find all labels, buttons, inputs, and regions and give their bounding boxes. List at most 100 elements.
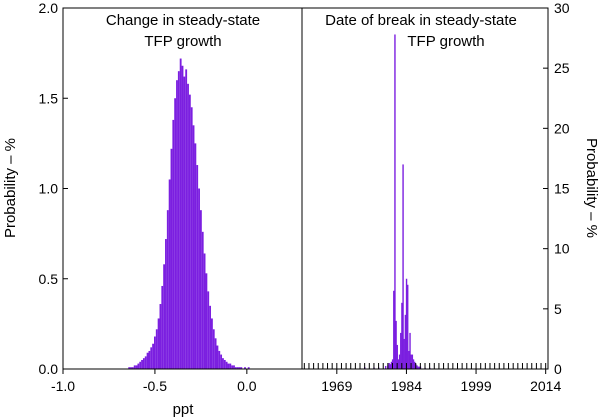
p0-bar-46 — [211, 318, 213, 369]
p1-bar-6 — [389, 364, 392, 369]
p1-bar-25 — [411, 354, 414, 369]
p0-bar-49 — [216, 345, 219, 369]
left-y-tick-label-2: 1.0 — [39, 181, 59, 197]
p0-bar-32 — [185, 69, 188, 370]
p0-bar-39 — [198, 188, 200, 369]
p0-bar-22 — [166, 210, 169, 369]
p0-bar-5 — [135, 365, 138, 369]
right-y-tick-label-2: 10 — [554, 241, 570, 257]
p0-bar-16 — [155, 329, 158, 369]
p0-bar-12 — [148, 350, 151, 369]
right-y-tick-label-4: 20 — [554, 120, 570, 136]
left-x-tick-label-1: -0.5 — [143, 378, 167, 394]
p0-bar-40 — [199, 210, 202, 369]
p0-bar-28 — [177, 71, 180, 370]
p1-bar-10 — [394, 34, 396, 369]
right-y-tick-label-6: 30 — [554, 0, 570, 16]
p0-bar-25 — [172, 119, 175, 369]
p0-bar-13 — [150, 347, 153, 369]
right-x-tick-label-3: 2014 — [530, 378, 561, 394]
p0-bar-56 — [229, 363, 232, 369]
p1-bar-21 — [407, 284, 409, 369]
p0-bar-36 — [192, 125, 195, 369]
p0-bar-59 — [234, 367, 237, 369]
p1-bar-24 — [410, 354, 412, 369]
p1-bar-20 — [405, 278, 408, 369]
p0-bar-3 — [131, 367, 134, 369]
right-y-tick-label-5: 25 — [554, 60, 570, 76]
p0-bar-29 — [179, 58, 182, 369]
p0-bar-37 — [194, 143, 197, 370]
p0-bar-15 — [154, 336, 156, 369]
p1-bar-26 — [412, 359, 415, 369]
p0-bar-27 — [176, 80, 178, 369]
left-panel: 0.0 0.5 1.0 1.5 2.0 -1.0 -0.5 0.0 Change in ste… — [2, 0, 260, 418]
left-title-line-1: Change in steady-state — [106, 12, 260, 29]
p0-bar-57 — [231, 365, 234, 369]
p0-bar-60 — [236, 367, 239, 369]
p0-bar-19 — [161, 285, 164, 369]
p0-bar-47 — [212, 329, 215, 369]
right-title-line-2: TFP growth — [407, 33, 484, 50]
left-title-line-2: TFP growth — [144, 33, 221, 50]
left-y-tick-label-1: 0.5 — [39, 271, 59, 287]
p1-bar-7 — [390, 361, 393, 369]
p0-bar-1 — [128, 367, 131, 369]
p1-bar-22 — [408, 350, 410, 369]
p0-bar-8 — [141, 359, 143, 369]
p0-bar-10 — [144, 356, 147, 369]
p0-bar-66 — [247, 367, 250, 369]
p1-bar-3 — [384, 365, 387, 369]
p0-bar-11 — [146, 352, 149, 369]
left-histogram — [128, 58, 250, 370]
p1-bar-5 — [388, 362, 390, 369]
right-y-tick-label-1: 5 — [554, 301, 562, 317]
p0-bar-24 — [170, 148, 173, 369]
right-y-tick-label-3: 15 — [554, 181, 570, 197]
right-x-tick-label-1: 1984 — [391, 378, 422, 394]
p0-bar-53 — [223, 359, 226, 369]
p1-bar-29 — [416, 365, 418, 369]
left-y-tick-label-0: 0.0 — [39, 361, 59, 377]
right-title-line-1: Date of break in steady-state — [325, 12, 517, 29]
plot-frame — [62, 7, 549, 370]
p1-bar-11 — [395, 320, 397, 369]
p0-bar-62 — [240, 367, 243, 369]
p1-bar-19 — [404, 314, 407, 369]
p0-bar-52 — [222, 358, 224, 369]
p0-bar-42 — [203, 253, 206, 369]
left-x-tick-label-0: -1.0 — [51, 378, 75, 394]
p0-bar-64 — [244, 367, 246, 369]
p1-bar-23 — [409, 332, 411, 369]
p0-bar-48 — [214, 338, 217, 369]
p1-bar-31 — [418, 366, 421, 369]
right-y-axis-label: Probability – % — [583, 138, 600, 238]
p1-bar-14 — [398, 354, 401, 369]
p1-bar-16 — [401, 302, 403, 369]
p0-bar-2 — [130, 367, 132, 369]
p1-bar-17 — [402, 164, 404, 369]
p0-bar-55 — [227, 363, 230, 369]
p0-bar-20 — [163, 264, 166, 369]
p0-bar-38 — [196, 165, 199, 369]
left-y-axis-label: Probability – % — [2, 138, 19, 238]
p1-bar-13 — [397, 359, 400, 369]
p1-bar-18 — [403, 338, 405, 369]
p0-bar-44 — [207, 291, 210, 369]
p0-bar-17 — [157, 318, 160, 369]
left-x-tick-label-2: 0.0 — [237, 378, 257, 394]
p0-bar-43 — [205, 273, 208, 369]
p0-bar-41 — [201, 231, 204, 369]
right-axis-ticks: 0 5 10 15 20 25 30 1969 1984 1999 2014 — [303, 0, 570, 394]
p0-bar-18 — [159, 304, 162, 369]
p0-bar-50 — [218, 350, 221, 369]
right-x-tick-label-2: 1999 — [460, 378, 491, 394]
p0-bar-31 — [183, 76, 186, 369]
right-histogram — [364, 34, 431, 369]
p0-bar-4 — [133, 365, 136, 369]
p0-bar-6 — [137, 363, 140, 369]
p0-bar-30 — [181, 65, 184, 369]
right-y-tick-label-0: 0 — [554, 361, 562, 377]
p0-bar-54 — [225, 361, 228, 369]
